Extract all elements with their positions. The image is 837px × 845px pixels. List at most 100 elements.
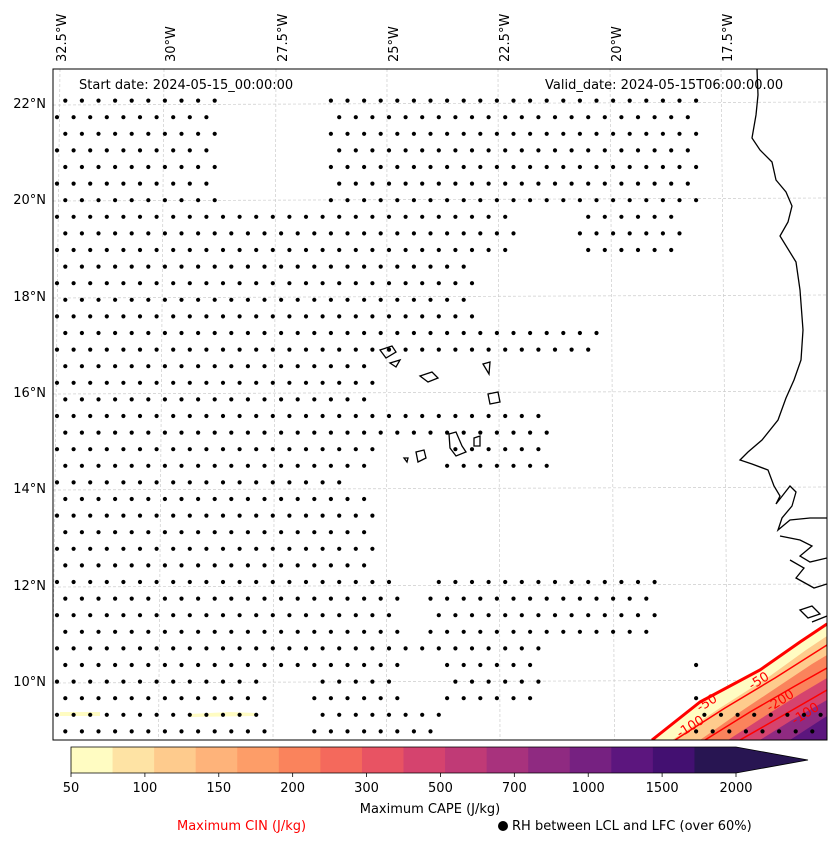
rh-dot: [312, 729, 317, 734]
colorbar-tick-label: 2000: [719, 781, 753, 796]
rh-dot: [586, 579, 591, 585]
rh-dot: [54, 380, 60, 385]
rh-dot: [536, 447, 541, 452]
rh-dot: [71, 646, 76, 651]
rh-dot: [461, 198, 466, 203]
rh-dot: [137, 546, 143, 551]
rh-dot: [262, 530, 267, 535]
rh-dot: [154, 646, 159, 651]
rh-dot: [445, 696, 450, 701]
rh-dot: [104, 579, 109, 585]
rh-dot: [552, 347, 558, 352]
rh-dot: [453, 148, 458, 153]
rh-dot: [428, 729, 433, 734]
rh-dot: [345, 463, 350, 468]
rh-dot: [287, 579, 292, 585]
rh-dot: [353, 679, 358, 684]
rh-dot: [204, 480, 209, 485]
rh-dot: [262, 231, 267, 236]
rh-dot: [436, 712, 441, 717]
rh-dot: [320, 247, 325, 253]
rh-dot: [204, 214, 209, 219]
rh-dot: [295, 530, 300, 535]
island-santiago: [448, 431, 467, 457]
rh-dot: [652, 247, 657, 253]
rh-dot: [63, 662, 68, 668]
rh-dot: [694, 696, 699, 701]
rh-dot: [602, 181, 607, 186]
rh-dot: [262, 596, 267, 601]
rh-dot: [279, 563, 284, 568]
rh-dot: [88, 281, 93, 286]
rh-dot: [328, 563, 333, 568]
coastline: [378, 69, 827, 623]
rh-dot: [320, 613, 325, 618]
cape-shading: [60, 622, 827, 740]
graticule: [53, 69, 827, 740]
rh-dot: [245, 629, 250, 634]
rh-dot: [270, 646, 275, 651]
rh-dot: [162, 98, 167, 103]
rh-dot: [121, 281, 126, 286]
meridian-line: [720, 69, 729, 740]
rh-dot: [320, 413, 325, 419]
rh-dot: [212, 98, 217, 103]
rh-dot: [279, 231, 284, 236]
rh-dot: [486, 181, 491, 186]
rh-dot: [362, 496, 367, 502]
rh-dot: [378, 596, 383, 601]
longitude-label: 30°W: [164, 26, 179, 62]
rh-dot: [353, 214, 358, 219]
colorbar-segment: [569, 747, 612, 773]
rh-dot: [528, 330, 533, 336]
rh-dot: [602, 148, 607, 153]
rh-dot: [320, 513, 325, 518]
rh-dot: [245, 364, 250, 369]
rh-dot: [303, 480, 309, 485]
rh-dot: [212, 596, 217, 601]
rh-dot: [146, 164, 151, 170]
rh-dot: [179, 198, 184, 203]
rh-dot: [445, 231, 450, 236]
rh-dot: [403, 413, 408, 419]
rh-dot: [63, 330, 68, 336]
rh-dot: [445, 463, 450, 468]
rh-dot: [594, 198, 599, 203]
rh-dot: [54, 281, 60, 286]
longitude-label: 20°W: [610, 26, 625, 62]
colorbar-tick-label: 150: [206, 781, 232, 796]
rh-dot: [295, 430, 300, 435]
rh-dot: [511, 696, 516, 701]
rh-dot: [594, 629, 599, 634]
rh-dot: [445, 662, 450, 668]
rh-dot: [71, 380, 76, 385]
rh-dot: [121, 181, 126, 186]
rh-dot: [328, 629, 333, 634]
rh-dot: [328, 364, 333, 369]
rh-dot: [63, 430, 68, 435]
rh-dot: [137, 579, 143, 585]
rh-dot: [619, 115, 624, 120]
rh-dot: [129, 629, 134, 634]
parallel-line: [53, 101, 827, 106]
rh-dot: [469, 115, 475, 120]
rh-dot: [96, 164, 101, 170]
rh-dot: [478, 164, 483, 170]
rh-dot: [594, 98, 599, 103]
rh-dot: [544, 463, 549, 468]
rh-dot: [270, 546, 275, 551]
rh-dot: [503, 613, 508, 618]
rh-dot: [320, 646, 325, 651]
rh-dot: [63, 729, 68, 734]
rh-dot: [162, 629, 167, 634]
rh-dot: [345, 629, 350, 634]
parallel-line: [53, 294, 827, 299]
rh-dot: [436, 413, 441, 419]
rh-dot: [544, 430, 549, 435]
rh-dot: [353, 546, 358, 551]
rh-dot: [660, 231, 666, 236]
colorbar-segment: [652, 747, 695, 773]
rh-dot: [121, 513, 126, 518]
rh-dot: [337, 214, 342, 219]
rh-dot: [54, 115, 60, 120]
